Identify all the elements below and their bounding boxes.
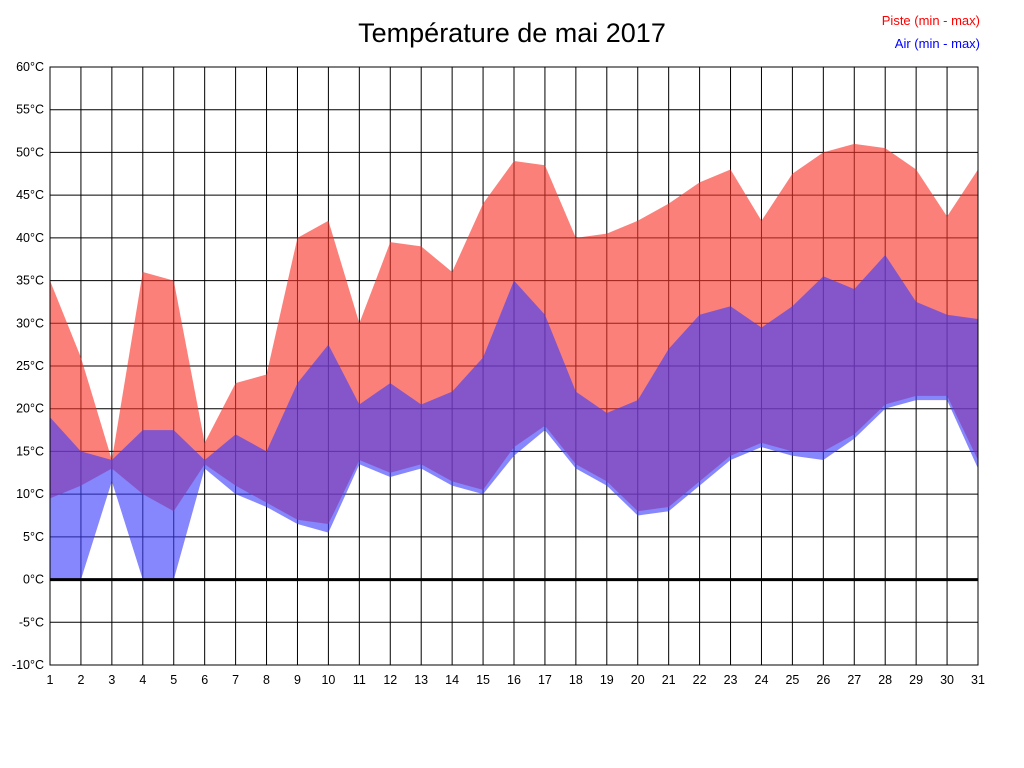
- x-tick-label: 31: [971, 673, 985, 687]
- y-tick-label: 55°C: [16, 103, 44, 117]
- x-tick-label: 2: [77, 673, 84, 687]
- x-tick-label: 18: [569, 673, 583, 687]
- plot-border: [49, 66, 979, 666]
- y-tick-label: -5°C: [19, 615, 44, 629]
- x-tick-label: 13: [414, 673, 428, 687]
- x-tick-label: 4: [139, 673, 146, 687]
- legend-piste: Piste (min - max): [881, 13, 980, 28]
- x-tick-label: 19: [600, 673, 614, 687]
- x-tick-label: 15: [476, 673, 490, 687]
- x-tick-label: 17: [538, 673, 552, 687]
- x-tick-label: 22: [693, 673, 707, 687]
- y-tick-label: 35°C: [16, 274, 44, 288]
- y-tick-label: 0°C: [23, 573, 44, 587]
- y-tick-label: 50°C: [16, 145, 44, 159]
- y-tick-label: 15°C: [16, 444, 44, 458]
- x-tick-label: 26: [816, 673, 830, 687]
- chart-title: Température de mai 2017: [358, 18, 666, 48]
- x-tick-label: 24: [755, 673, 769, 687]
- legend-air: Air (min - max): [894, 36, 980, 51]
- x-tick-label: 20: [631, 673, 645, 687]
- x-tick-label: 7: [232, 673, 239, 687]
- air-minmax-band: [50, 254, 978, 580]
- y-tick-label: 10°C: [16, 487, 44, 501]
- y-tick-label: -10°C: [12, 658, 44, 672]
- x-tick-label: 12: [383, 673, 397, 687]
- x-tick-label: 25: [785, 673, 799, 687]
- y-tick-label: 20°C: [16, 402, 44, 416]
- x-tick-label: 23: [724, 673, 738, 687]
- x-tick-label: 8: [263, 673, 270, 687]
- x-tick-label: 30: [940, 673, 954, 687]
- x-tick-label: 10: [321, 673, 335, 687]
- x-tick-label: 5: [170, 673, 177, 687]
- y-tick-label: 5°C: [23, 530, 44, 544]
- x-tick-label: 21: [662, 673, 676, 687]
- x-tick-label: 16: [507, 673, 521, 687]
- x-tick-label: 9: [294, 673, 301, 687]
- x-tick-label: 14: [445, 673, 459, 687]
- y-tick-label: 30°C: [16, 316, 44, 330]
- x-tick-label: 6: [201, 673, 208, 687]
- x-tick-label: 1: [47, 673, 54, 687]
- y-tick-label: 60°C: [16, 60, 44, 74]
- chart-legend: Piste (min - max) Air (min - max): [882, 9, 980, 55]
- x-tick-label: 11: [353, 673, 366, 687]
- x-tick-label: 27: [847, 673, 861, 687]
- y-tick-label: 25°C: [16, 359, 44, 373]
- y-tick-label: 45°C: [16, 188, 44, 202]
- x-tick-label: 29: [909, 673, 923, 687]
- x-tick-label: 28: [878, 673, 892, 687]
- y-tick-label: 40°C: [16, 231, 44, 245]
- x-tick-label: 3: [108, 673, 115, 687]
